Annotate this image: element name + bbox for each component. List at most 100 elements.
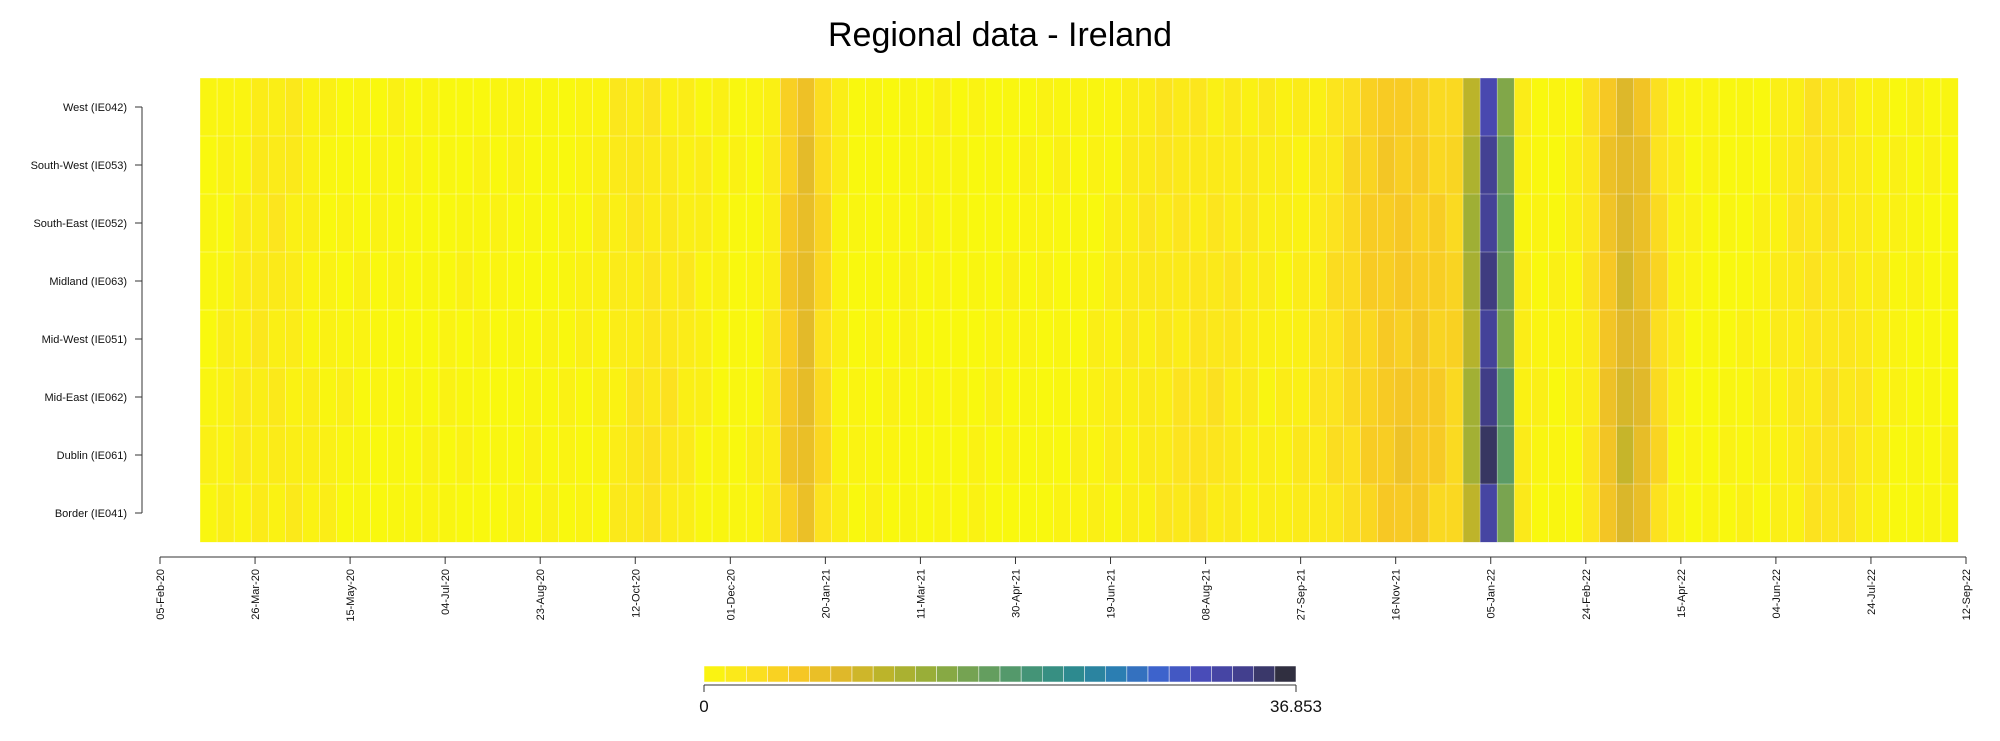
heatmap-cell bbox=[1701, 483, 1720, 543]
heatmap-cell bbox=[1616, 193, 1635, 253]
heatmap-cell bbox=[199, 367, 218, 427]
heatmap-cell bbox=[609, 309, 628, 369]
heatmap-cell bbox=[1582, 425, 1601, 485]
heatmap-cell bbox=[438, 367, 457, 427]
heatmap-cell bbox=[250, 193, 269, 253]
heatmap-cell bbox=[506, 367, 525, 427]
heatmap-cell bbox=[1138, 193, 1157, 253]
heatmap-cell bbox=[1018, 135, 1037, 195]
heatmap-cell bbox=[489, 367, 508, 427]
heatmap-cell bbox=[609, 425, 628, 485]
heatmap-cell bbox=[1650, 483, 1669, 543]
heatmap-cell bbox=[404, 251, 423, 311]
x-tick-label: 27-Sep-21 bbox=[1296, 569, 1308, 620]
legend-swatch bbox=[957, 665, 980, 683]
heatmap-cell bbox=[1462, 425, 1481, 485]
heatmap-cell bbox=[1292, 425, 1311, 485]
heatmap-cell bbox=[1087, 367, 1106, 427]
heatmap-cell bbox=[472, 309, 491, 369]
heatmap-cell bbox=[1274, 193, 1293, 253]
heatmap-cell bbox=[1309, 483, 1328, 543]
heatmap-cell bbox=[1769, 251, 1788, 311]
heatmap-cell bbox=[353, 193, 372, 253]
legend-swatch bbox=[830, 665, 853, 683]
heatmap-cell bbox=[950, 425, 969, 485]
heatmap-cell bbox=[1821, 77, 1840, 137]
heatmap-cell bbox=[1752, 193, 1771, 253]
heatmap-cell bbox=[1548, 367, 1567, 427]
heatmap-cell bbox=[472, 135, 491, 195]
heatmap-cell bbox=[1240, 77, 1259, 137]
heatmap-cell bbox=[1787, 77, 1805, 137]
heatmap-cell bbox=[1906, 367, 1925, 427]
heatmap-cell bbox=[1667, 309, 1686, 369]
heatmap-cell bbox=[1121, 77, 1140, 137]
heatmap-cell bbox=[1087, 193, 1106, 253]
heatmap-cell bbox=[353, 309, 372, 369]
heatmap-cell bbox=[1206, 251, 1225, 311]
heatmap-cell bbox=[711, 483, 730, 543]
heatmap-cell bbox=[1036, 135, 1054, 195]
heatmap-cell bbox=[1121, 309, 1140, 369]
heatmap-cell bbox=[1394, 309, 1413, 369]
heatmap-cell bbox=[780, 251, 798, 311]
heatmap-cell bbox=[1701, 193, 1720, 253]
heatmap-cell bbox=[1548, 135, 1567, 195]
heatmap-cell bbox=[302, 193, 321, 253]
heatmap-cell bbox=[1018, 251, 1037, 311]
legend-swatch bbox=[1020, 665, 1043, 683]
heatmap-cell bbox=[1155, 135, 1174, 195]
heatmap-cell bbox=[216, 483, 235, 543]
heatmap-cell bbox=[541, 367, 560, 427]
heatmap-cell bbox=[1309, 77, 1328, 137]
heatmap-cell bbox=[950, 251, 969, 311]
heatmap-cell bbox=[1121, 367, 1140, 427]
heatmap-cell bbox=[1752, 309, 1771, 369]
heatmap-cell bbox=[1582, 251, 1601, 311]
heatmap-cell bbox=[609, 193, 628, 253]
heatmap-cell bbox=[1531, 77, 1549, 137]
heatmap-cell bbox=[609, 77, 628, 137]
heatmap-cell bbox=[1223, 77, 1242, 137]
heatmap-cell bbox=[950, 193, 969, 253]
heatmap-cell bbox=[1360, 251, 1379, 311]
heatmap-cell bbox=[916, 425, 935, 485]
heatmap-cell bbox=[216, 309, 235, 369]
heatmap-cell bbox=[780, 77, 798, 137]
heatmap-cell bbox=[1838, 425, 1857, 485]
heatmap-cell bbox=[1616, 135, 1635, 195]
heatmap-cell bbox=[1804, 309, 1823, 369]
heatmap-cell bbox=[438, 309, 457, 369]
heatmap-cell bbox=[643, 135, 662, 195]
heatmap-cell bbox=[404, 425, 423, 485]
heatmap-cell bbox=[250, 135, 269, 195]
heatmap-cell bbox=[336, 77, 355, 137]
heatmap-cell bbox=[1496, 77, 1515, 137]
legend-swatch bbox=[1105, 665, 1128, 683]
heatmap-cell bbox=[353, 77, 372, 137]
legend-swatch bbox=[1232, 665, 1254, 683]
heatmap-cell bbox=[626, 309, 645, 369]
heatmap-cell bbox=[1565, 77, 1584, 137]
heatmap-cell bbox=[814, 367, 833, 427]
heatmap-cell bbox=[250, 367, 269, 427]
legend-swatch bbox=[1084, 665, 1106, 683]
heatmap-cell bbox=[1513, 135, 1532, 195]
heatmap-cell bbox=[1172, 193, 1191, 253]
heatmap-cell bbox=[967, 251, 986, 311]
heatmap-cell bbox=[1462, 77, 1481, 137]
heatmap-cell bbox=[626, 367, 645, 427]
heatmap-cell bbox=[797, 193, 816, 253]
heatmap-cell bbox=[831, 425, 850, 485]
heatmap-cell bbox=[592, 309, 611, 369]
heatmap-cell bbox=[1001, 77, 1020, 137]
heatmap-cell bbox=[1172, 425, 1191, 485]
legend-swatch bbox=[915, 665, 937, 683]
x-tick-label: 11-Mar-21 bbox=[915, 569, 927, 619]
heatmap-cell bbox=[1735, 77, 1754, 137]
heatmap-cell bbox=[1616, 251, 1635, 311]
heatmap-cell bbox=[387, 483, 406, 543]
heatmap-cell bbox=[728, 483, 747, 543]
heatmap-cell bbox=[1889, 193, 1908, 253]
heatmap-cell bbox=[1787, 135, 1805, 195]
